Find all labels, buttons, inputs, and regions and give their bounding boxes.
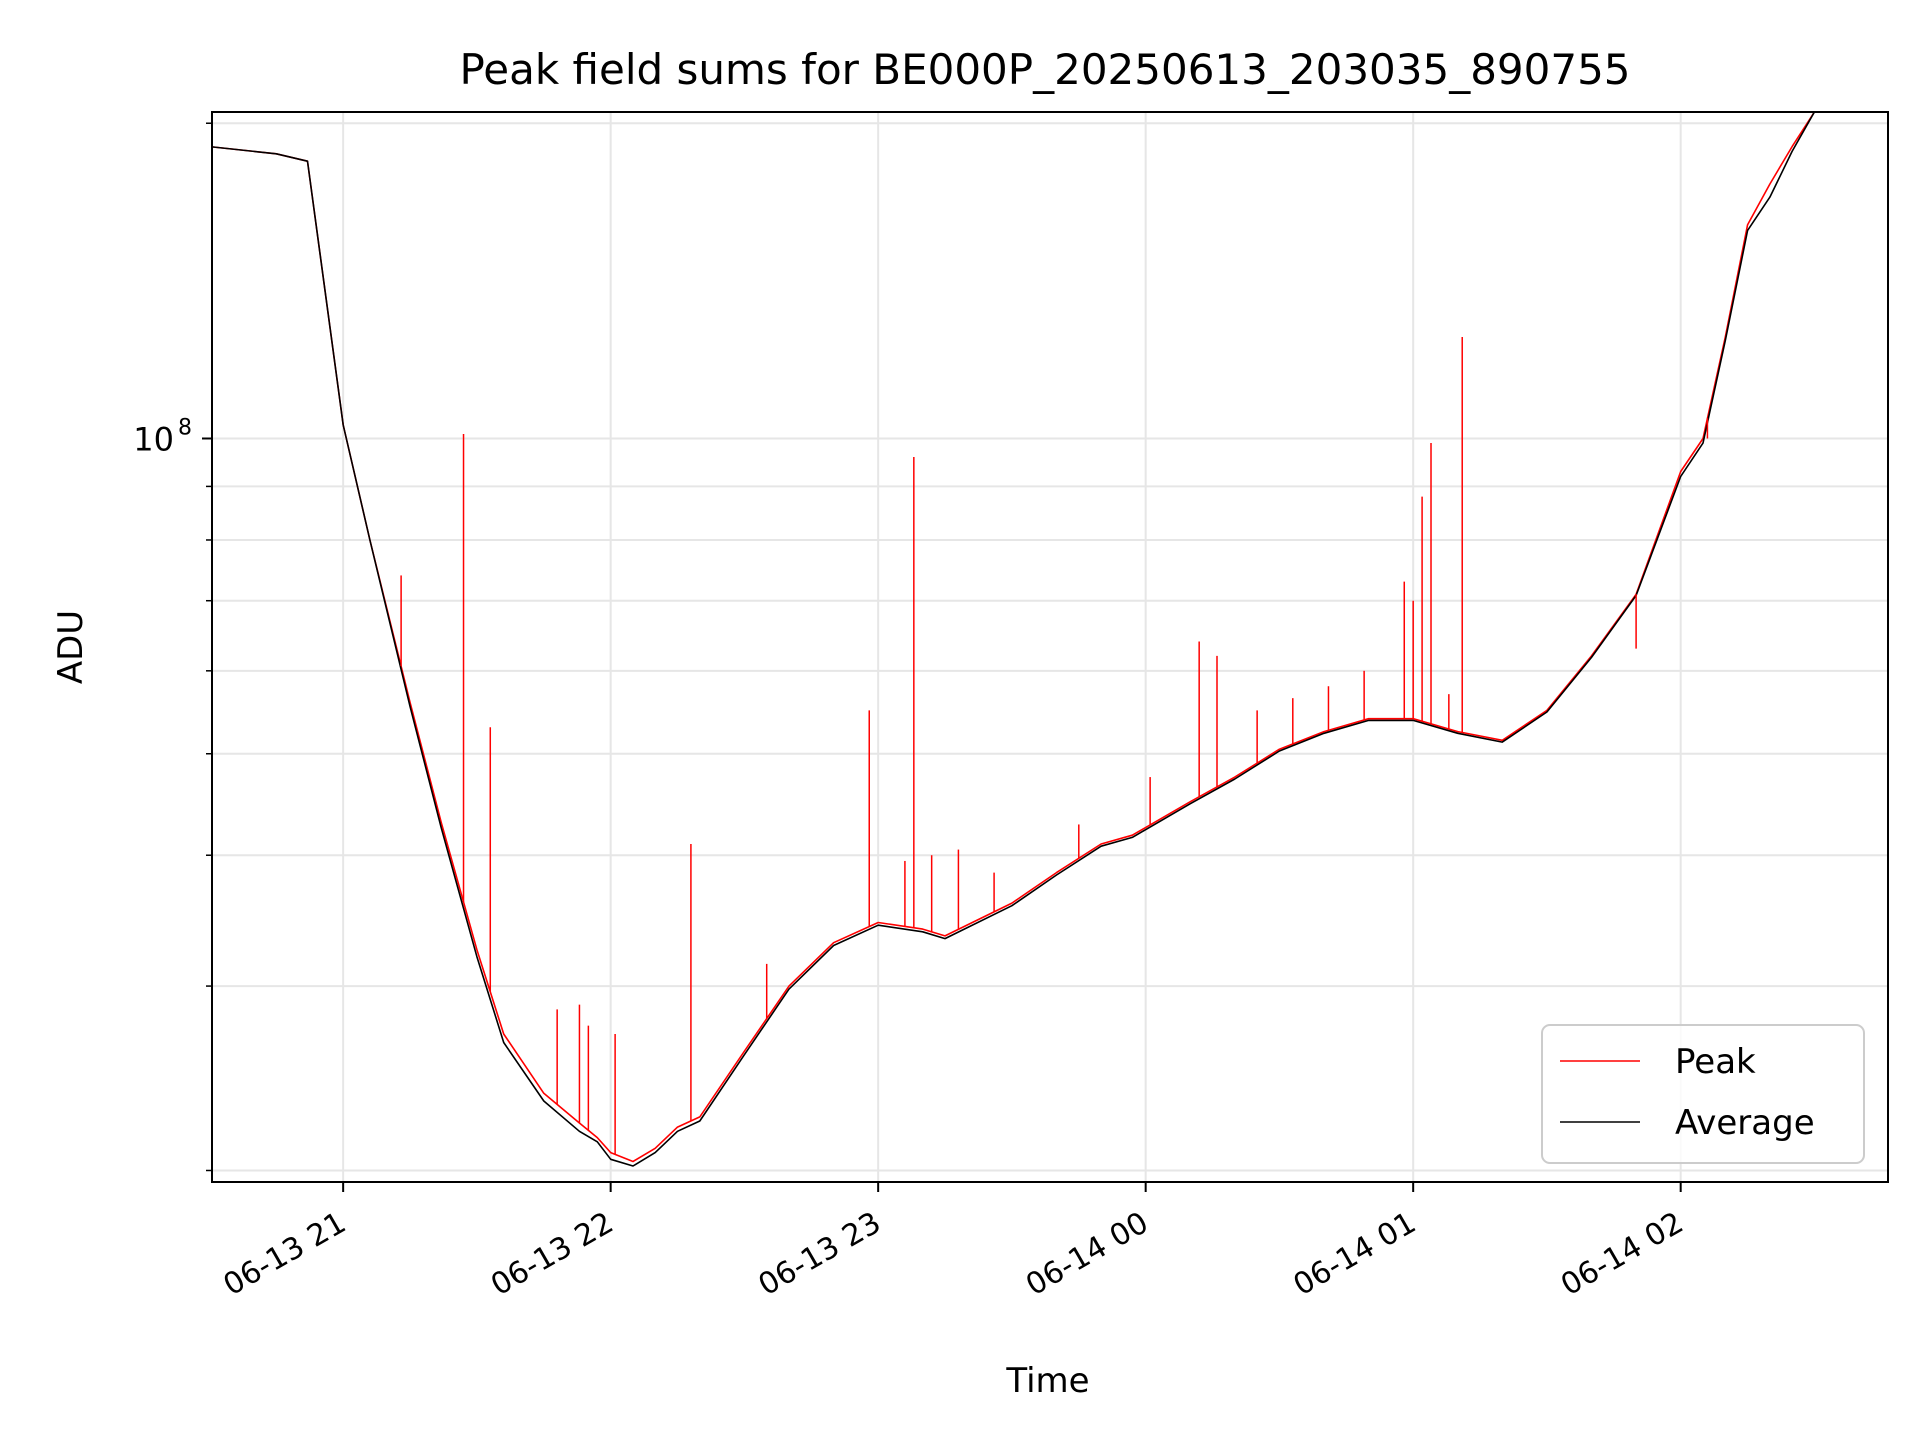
legend-frame (1541, 1024, 1865, 1164)
legend: Peak Average (1541, 1024, 1865, 1164)
y-tick-label: 10 (133, 420, 174, 458)
chart-title: Peak field sums for BE000P_20250613_2030… (459, 45, 1630, 94)
y-axis-ticks: 10 8 (133, 122, 212, 1172)
y-axis-label: ADU (51, 610, 91, 684)
y-tick-label-exponent: 8 (178, 415, 192, 440)
legend-peak-label: Peak (1675, 1042, 1756, 1082)
plot-frame (211, 111, 1889, 1183)
x-axis-label: Time (1005, 1361, 1089, 1401)
series-layer (212, 112, 1882, 1167)
legend-average-label: Average (1675, 1103, 1815, 1143)
